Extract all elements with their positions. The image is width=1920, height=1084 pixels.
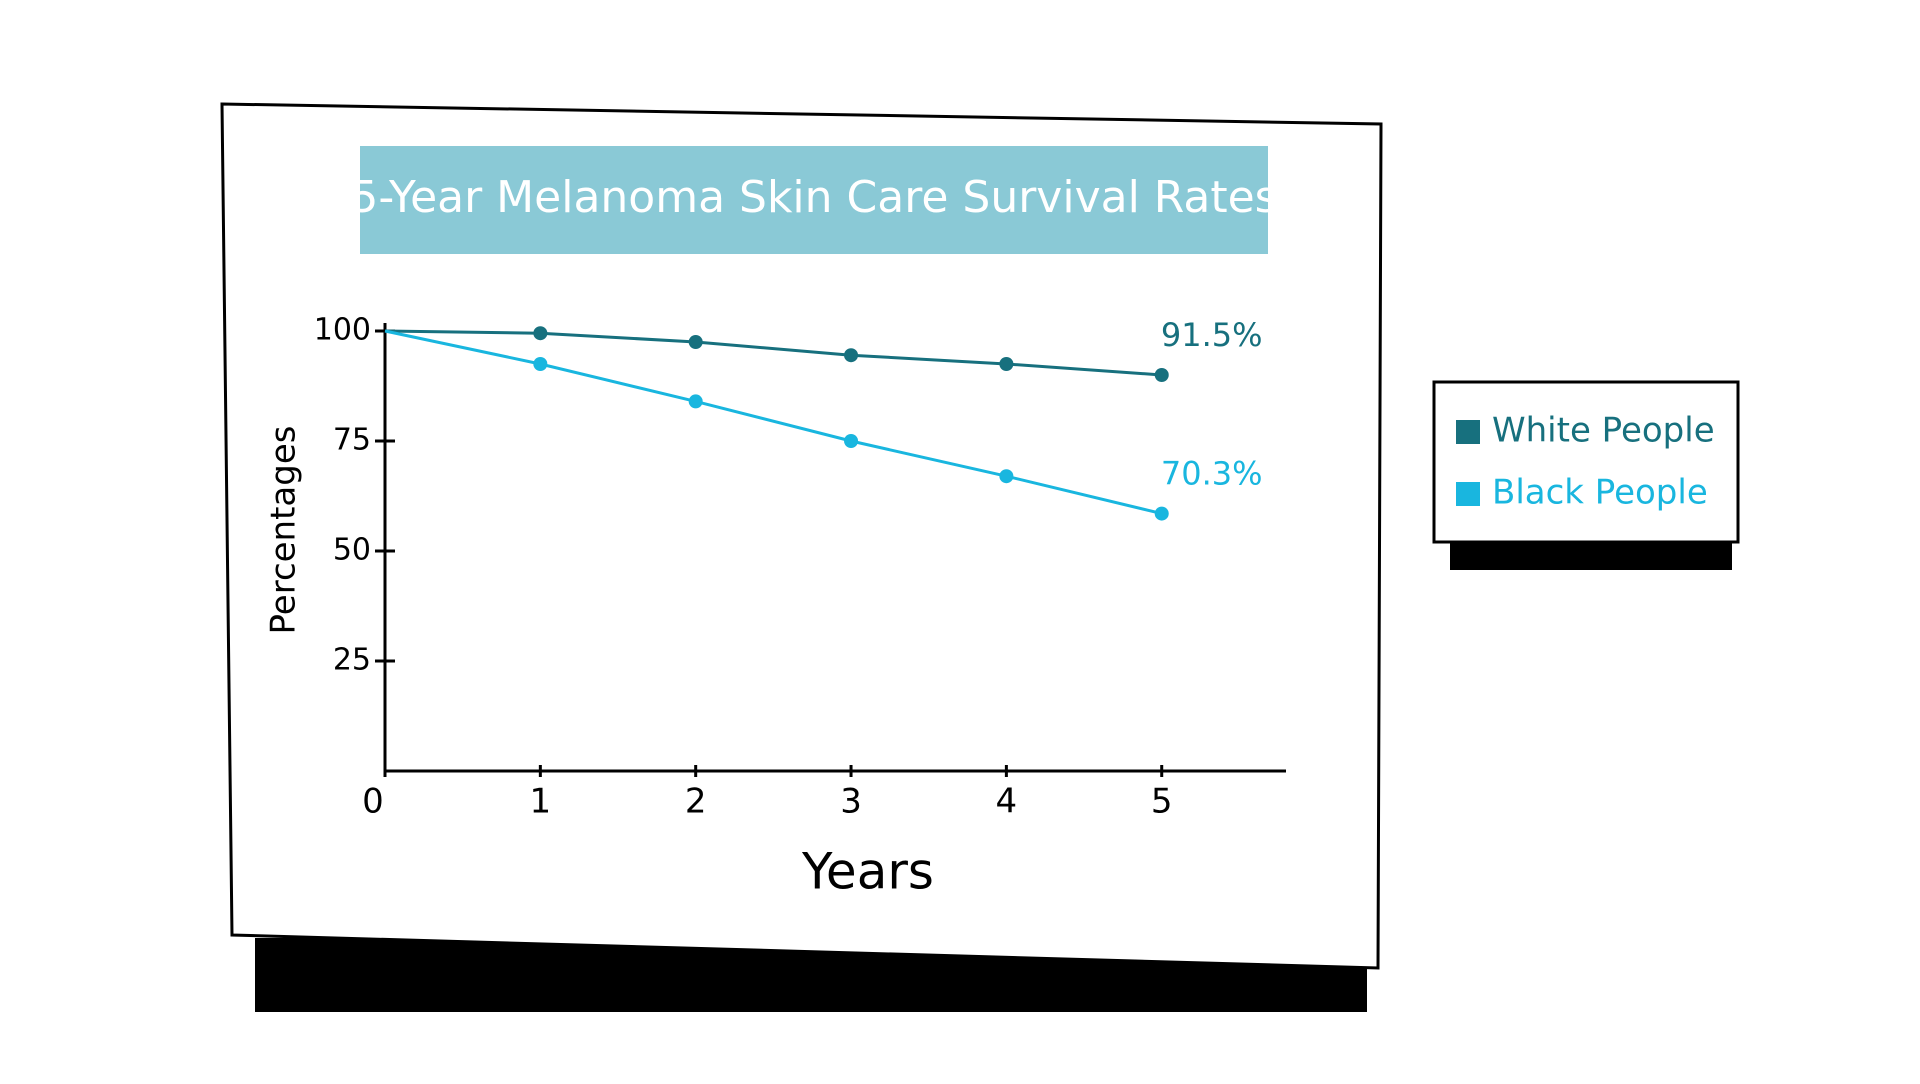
frame — [220, 102, 1383, 970]
data-point — [999, 469, 1014, 484]
legend-label: Black People — [1492, 473, 1708, 513]
data-point — [533, 326, 548, 341]
x-tick-label: 0 — [362, 782, 384, 822]
series-line — [384, 329, 1163, 516]
data-point — [844, 434, 859, 448]
data-point — [688, 335, 703, 349]
legend-label: White People — [1492, 411, 1715, 451]
legend — [1432, 380, 1740, 544]
x-tick-label: 5 — [1151, 782, 1173, 822]
y-tick-label: 25 — [333, 643, 371, 678]
x-tick-label: 2 — [685, 782, 707, 822]
x-axis-label: Years — [801, 843, 934, 901]
data-point — [1154, 368, 1169, 382]
chart-title: 5-Year Melanoma Skin Care Survival Rates — [350, 172, 1277, 223]
series-line — [384, 329, 1162, 377]
y-tick-label: 100 — [314, 313, 371, 348]
annotation: 91.5% — [1161, 316, 1263, 354]
annotation: 70.3% — [1161, 455, 1263, 493]
data-point — [999, 357, 1014, 371]
x-tick-label: 1 — [530, 782, 552, 822]
y-tick-label: 75 — [333, 423, 371, 458]
x-tick-label: 3 — [840, 782, 862, 822]
title-box — [360, 146, 1268, 254]
y-tick-label: 50 — [333, 533, 371, 568]
data-point — [688, 394, 703, 409]
legend-swatch — [1456, 420, 1480, 444]
data-point — [533, 357, 548, 371]
x-tick-label: 4 — [996, 782, 1018, 822]
data-point — [844, 348, 859, 363]
data-point — [1154, 506, 1169, 521]
y-axis-label: Percentages — [264, 426, 304, 635]
legend-swatch — [1456, 482, 1480, 506]
